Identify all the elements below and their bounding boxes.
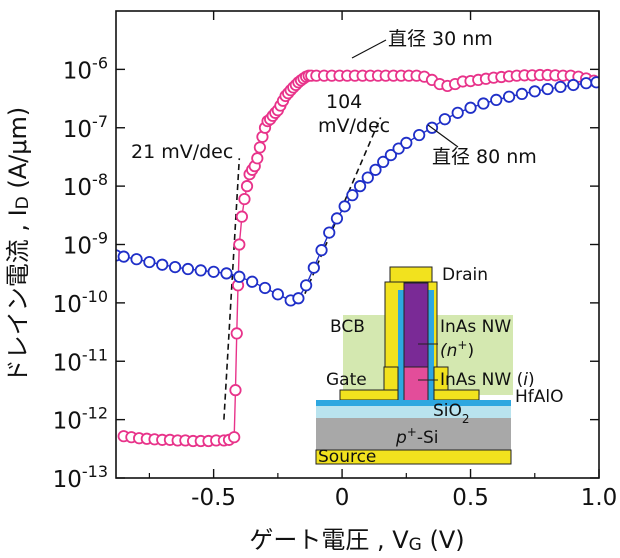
series-2-point [117,250,130,263]
series-2-point [207,265,220,278]
inset-label-inas-i: InAs NW (i) [440,370,535,390]
series-2-point [271,288,284,301]
series-2-point [338,200,351,213]
inset-label-inas-n-line2: (n+) [440,338,474,361]
series-2-point [369,163,382,176]
series-1-point [230,327,243,340]
series-2-point [307,261,320,274]
series-2-point [413,128,426,142]
series-2-point [143,255,156,269]
series-2-point [220,267,233,280]
series-2-point [528,85,541,98]
series-2-point [377,155,390,169]
series-2-point [292,292,305,305]
annotations: 直径 30 nm 直径 80 nm 21 mV/dec 104 mV/dec [131,28,537,168]
fit-line-1 [223,158,241,420]
series-2-point [490,93,503,106]
y-tick-label: 10-11 [53,345,108,376]
annotation-ss-104-line1: 104 [326,91,362,113]
series-1-point [238,192,251,206]
inset-label-inas-n-line1: InAs NW [440,317,511,337]
series-1 [117,68,599,448]
series-2-point [258,281,272,295]
inset-label-sio2: SiO2 [433,401,470,426]
y-tick-label: 10-7 [63,112,108,143]
series-2-point [130,253,143,266]
series-2-point [300,279,313,292]
series-2-point [346,189,359,202]
inset-label-hfalo: HfAlO [515,387,564,407]
series-1-point [253,141,266,154]
series-2-point [400,136,413,150]
series-2-point [181,262,195,276]
series-2-point [233,270,246,283]
nanowire-n-plus [403,282,429,368]
annotation-ss-104-line2: mV/dec [318,115,390,137]
series-2-point [580,77,593,90]
series-2-point [384,148,397,162]
y-tick-label: 10-8 [63,170,108,201]
x-tick-label: 1.0 [581,485,618,511]
y-tick-label: 10-10 [53,287,108,318]
series-2-point [353,180,367,193]
y-tick-label: 10-12 [53,404,108,435]
series-2-point [541,82,554,96]
y-tick-label: 10-9 [63,229,108,260]
series-1-point [229,384,242,397]
series-2-point [156,258,169,271]
inset-label-gate: Gate [326,370,367,390]
series-2-point [438,113,451,126]
device-cross-section-inset: Drain BCB InAs NW (n+) Gate InAs NW (i) … [315,265,564,467]
series-2-point [590,76,599,89]
series-2-point [502,90,516,103]
series-2 [116,76,599,307]
y-tick-label: 10-6 [63,53,108,84]
series-2-point [315,244,328,257]
series-2-point [168,261,182,274]
series-1-point [228,431,241,444]
y-axis-title: ドレイン電流 , ID (A/μm) [4,107,33,384]
leader-diameter-30nm [351,39,387,59]
hfalo-layer [316,400,511,406]
series-2-point [477,97,490,110]
gate-left-horizontal [339,389,399,401]
x-axis-ticks: -0.5 0 0.5 1.0 [148,11,618,511]
x-tick-label: -0.5 [191,485,236,511]
series-1-point [251,152,264,165]
inset-label-bcb: BCB [330,317,365,337]
inset-label-source: Source [318,447,376,467]
y-axis-ticks: 10-13 10-12 10-11 10-10 10-9 10-8 10-7 10-6 [53,53,599,493]
hfalo-right [428,290,434,402]
series-2-point [194,264,207,277]
leader-diameter-80nm [427,124,459,148]
source-contact [315,449,512,465]
series-1-point [240,180,254,193]
data-series [116,68,599,448]
series-2-point [567,78,580,92]
annotation-ss-21: 21 mV/dec [131,141,233,163]
series-2-point [464,101,477,114]
series-2-point [515,87,529,101]
x-tick-label: 0 [335,485,350,511]
x-axis-title: ゲート電圧 , VG (V) [249,526,464,555]
inset-label-drain: Drain [442,265,488,285]
series-1-point [233,238,246,251]
sio2-layer [316,406,511,418]
series-2-point [554,80,567,94]
annotation-diameter-80nm: 直径 80 nm [432,146,537,168]
y-tick-label: 10-13 [53,462,108,493]
series-2-point [246,275,259,288]
series-2-point [323,226,336,239]
hfalo-left [398,290,404,402]
inset-label-psi: p+-Si [395,425,439,448]
si-layer [316,418,511,450]
series-2-point [330,212,344,225]
series-2-point [451,106,464,119]
series-2-point [361,171,374,184]
series-1-point [235,210,248,223]
x-tick-label: 0.5 [452,485,489,511]
gate-right-horizontal [433,389,480,401]
annotation-diameter-30nm: 直径 30 nm [388,28,493,50]
